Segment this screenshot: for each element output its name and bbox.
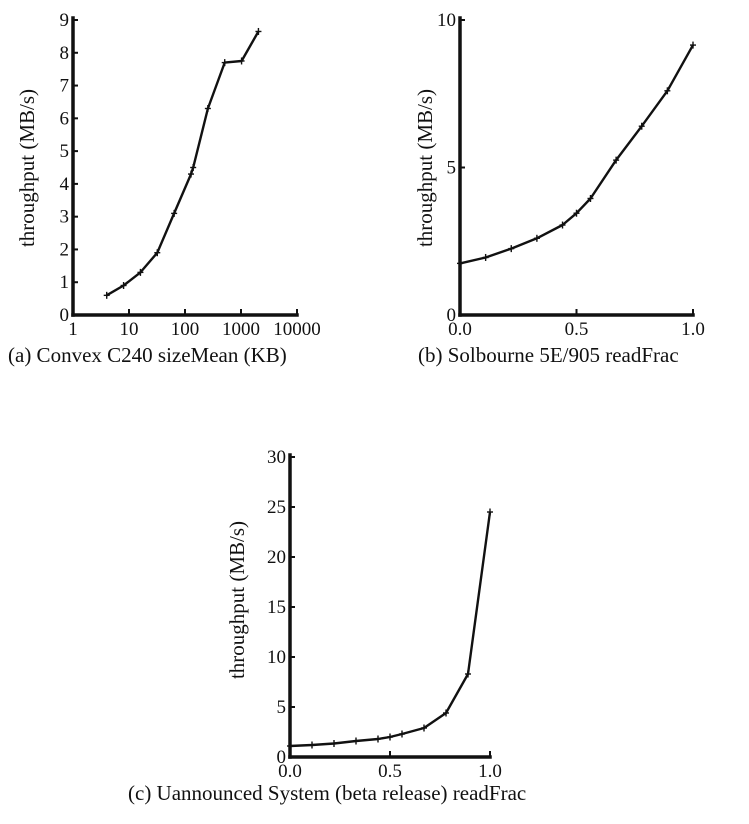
chart-b-tick-labels: 0 5 10 0.0 0.5 1.0 [437, 10, 705, 340]
data-point [309, 741, 315, 749]
data-point [664, 87, 671, 95]
series-line [106, 30, 260, 297]
y-tick-label: 7 [60, 76, 70, 97]
y-tick-label: 6 [60, 108, 70, 129]
x-tick-label: 0.0 [278, 761, 302, 782]
data-point [533, 234, 540, 242]
data-point [221, 59, 228, 67]
x-tick-label: 0.5 [565, 319, 589, 340]
data-point [353, 737, 359, 745]
chart-a-caption: (a) Convex C240 sizeMean (KB) [8, 343, 287, 367]
data-point [190, 164, 197, 171]
data-point [238, 57, 245, 65]
y-tick-label: 0 [447, 305, 457, 326]
data-point [508, 245, 515, 253]
y-tick-label: 3 [60, 207, 70, 228]
data-point [120, 282, 127, 289]
y-tick-label: 1 [60, 272, 70, 293]
y-tick-label: 5 [447, 158, 457, 179]
data-point [443, 709, 449, 717]
data-point [690, 41, 696, 49]
data-point [457, 259, 463, 267]
x-tick-label: 1.0 [681, 319, 705, 340]
data-point [638, 122, 645, 130]
chart-c-caption: (c) Uannounced System (beta release) rea… [128, 781, 526, 805]
data-point [587, 194, 594, 202]
data-point [482, 253, 489, 261]
chart-b-solbourne: throughput (MB/s) 0 5 10 0.0 0.5 1.0 (b) Solb… [413, 10, 705, 367]
data-point [331, 740, 337, 747]
series-line [459, 44, 695, 265]
y-tick-label: 15 [267, 597, 286, 618]
chart-b-ylabel: throughput (MB/s) [413, 89, 437, 247]
x-tick-label: 0.5 [378, 761, 402, 782]
chart-b-marks [457, 16, 696, 317]
y-tick-label: 5 [277, 697, 287, 718]
data-point [287, 742, 293, 750]
data-point [137, 268, 144, 276]
chart-c-tick-labels: 0 5 10 15 20 25 30 0.0 0.5 1.0 [267, 447, 502, 782]
x-tick-label: 10000 [273, 319, 321, 340]
y-tick-label: 8 [60, 43, 70, 64]
chart-c-ylabel: throughput (MB/s) [225, 521, 249, 679]
y-tick-label: 5 [60, 141, 70, 162]
chart-a-ylabel: throughput (MB/s) [15, 89, 39, 247]
y-tick-label: 10 [437, 10, 456, 31]
y-tick-label: 0 [60, 305, 70, 326]
y-tick-label: 2 [60, 239, 70, 260]
data-point [387, 733, 393, 741]
data-point [204, 105, 211, 112]
series-line [289, 511, 492, 748]
data-point [573, 209, 580, 217]
chart-a-marks [71, 16, 299, 317]
x-tick-label: 1000 [222, 319, 260, 340]
x-tick-label: 10 [120, 319, 139, 340]
y-tick-label: 30 [267, 447, 286, 468]
x-tick-label: 100 [171, 319, 200, 340]
data-point [559, 221, 566, 229]
data-point [103, 291, 110, 299]
y-tick-label: 9 [60, 10, 70, 31]
data-point [188, 170, 195, 178]
chart-c-marks [287, 453, 493, 759]
data-point [613, 156, 620, 164]
x-tick-label: 1 [68, 319, 78, 340]
y-tick-label: 10 [267, 647, 286, 668]
chart-b-caption: (b) Solbourne 5E/905 readFrac [418, 343, 679, 367]
y-tick-label: 4 [60, 174, 70, 195]
y-tick-label: 0 [277, 747, 287, 768]
data-point [255, 27, 262, 35]
data-point [375, 735, 381, 743]
data-point [171, 209, 178, 217]
data-point [487, 508, 493, 516]
y-tick-label: 20 [267, 547, 286, 568]
y-tick-label: 25 [267, 497, 286, 518]
x-tick-label: 1.0 [478, 761, 502, 782]
data-point [465, 670, 471, 678]
data-point [399, 730, 405, 738]
data-point [421, 724, 427, 732]
x-tick-label: 0.0 [448, 319, 472, 340]
data-point [154, 249, 161, 257]
